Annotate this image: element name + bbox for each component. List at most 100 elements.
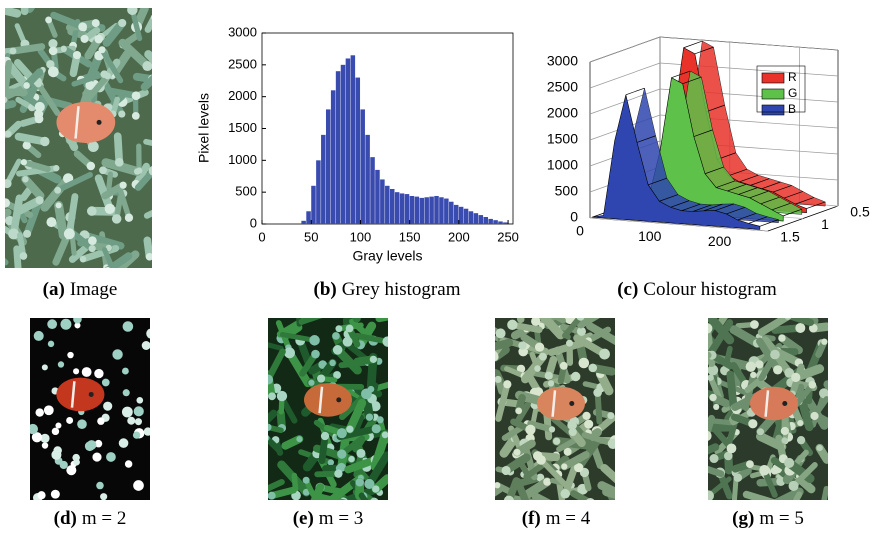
tentacle-tip	[16, 280, 23, 287]
tentacle-tip	[791, 372, 801, 383]
tentacle-tip	[800, 304, 811, 315]
tentacle	[772, 487, 804, 500]
bar	[325, 109, 331, 224]
bar	[340, 64, 346, 224]
tentacle-tip	[784, 457, 795, 468]
tentacle-tip	[34, 101, 45, 112]
ridge-rib	[703, 203, 723, 212]
y-axis-label: Pixel levels	[196, 93, 212, 163]
tentacle-tip	[35, 196, 44, 205]
tentacle-tip	[332, 332, 340, 340]
tentacle-tip	[381, 431, 388, 439]
ridge-rib	[749, 190, 769, 199]
tentacle-tip	[588, 363, 598, 373]
tentacle-tip	[773, 365, 783, 375]
tentacle	[318, 432, 329, 465]
tentacle	[708, 422, 733, 433]
bar	[468, 211, 474, 224]
tentacle-tip	[567, 420, 577, 430]
z-tick-label: 1	[821, 216, 829, 232]
tentacle-tip	[329, 359, 336, 367]
tentacle	[9, 194, 24, 238]
tentacle-tip	[133, 480, 144, 491]
ridge-rib	[693, 129, 713, 137]
tentacle-tip	[531, 318, 541, 327]
tentacle-tip	[514, 296, 524, 306]
tentacle-tip	[408, 309, 415, 316]
tentacle-tip	[104, 203, 115, 214]
tentacle-tip	[136, 396, 144, 404]
tentacle-tip	[495, 351, 499, 361]
tentacle-tip	[162, 331, 171, 340]
tentacle-tip	[547, 380, 555, 387]
tentacle	[143, 209, 152, 219]
tentacle-tip	[570, 371, 581, 382]
ridge-rib	[795, 197, 815, 205]
tentacle-tip	[47, 340, 55, 348]
tentacle-tip	[20, 159, 27, 166]
fish-eye	[88, 391, 94, 397]
grid-line	[589, 62, 661, 89]
tentacle-tip	[103, 401, 113, 411]
tentacle-tip	[134, 418, 142, 426]
tentacle-tip	[525, 424, 536, 435]
tentacle-tip	[364, 478, 375, 489]
tentacle	[5, 100, 17, 110]
tentacle-tip	[66, 465, 77, 476]
ridge-rib	[716, 180, 735, 188]
tentacle-tip	[33, 330, 44, 341]
tentacle-tip	[37, 491, 46, 500]
tentacle-tip	[578, 357, 590, 369]
tentacle-tip	[72, 50, 82, 60]
tentacle-tip	[100, 493, 108, 500]
tentacle-tip	[43, 405, 54, 416]
tentacle-tip	[480, 403, 489, 412]
tentacle-tip	[376, 416, 384, 424]
tentacle-tip	[77, 419, 87, 430]
tentacle-tip	[5, 130, 12, 138]
tentacle-tip	[0, 219, 2, 229]
tentacle-tip	[788, 480, 799, 491]
ridge-rib	[759, 219, 779, 227]
tentacle-tip	[135, 167, 143, 174]
y-tick-label: 3000	[547, 53, 578, 69]
tentacle	[9, 43, 46, 55]
ridge-rib	[726, 206, 746, 215]
tentacle-tip	[576, 318, 585, 321]
tentacle-tip	[46, 60, 55, 69]
tentacle	[65, 193, 79, 238]
tentacle-tip	[111, 214, 122, 224]
tentacle-tip	[47, 66, 59, 78]
tentacle	[370, 430, 388, 471]
tentacle-tip	[534, 365, 541, 372]
caption-label: (b)	[314, 279, 337, 300]
caption-label: (f)	[522, 508, 541, 529]
ridge-rib	[783, 208, 802, 217]
tentacle-tip	[691, 315, 698, 322]
z-tick-label: 0.5	[850, 204, 870, 220]
tentacle-tip	[560, 489, 570, 499]
caption: (c) Colour histogram	[617, 279, 777, 300]
bar	[301, 220, 306, 224]
tentacle-tip	[100, 70, 109, 78]
tentacle	[100, 77, 126, 118]
tentacle-tip	[268, 392, 276, 401]
tentacle-tip	[132, 431, 141, 439]
tentacle-tip	[372, 485, 380, 493]
tentacle	[708, 414, 715, 439]
grid-line	[589, 36, 661, 63]
tentacle-tip	[9, 47, 17, 55]
caption-text: Image	[70, 279, 117, 300]
tentacle-tip	[41, 442, 49, 449]
tentacle	[118, 38, 152, 71]
tentacle-tip	[92, 452, 102, 462]
x-axis-label: Gray levels	[352, 248, 422, 264]
tentacle-tip	[258, 339, 266, 347]
tentacle-tip	[146, 328, 150, 339]
bar	[434, 195, 439, 224]
tentacle	[365, 451, 388, 488]
tentacle-tip	[708, 430, 712, 441]
tentacle-tip	[495, 375, 502, 384]
tentacle-tip	[772, 308, 779, 315]
tentacle-tip	[114, 157, 124, 167]
